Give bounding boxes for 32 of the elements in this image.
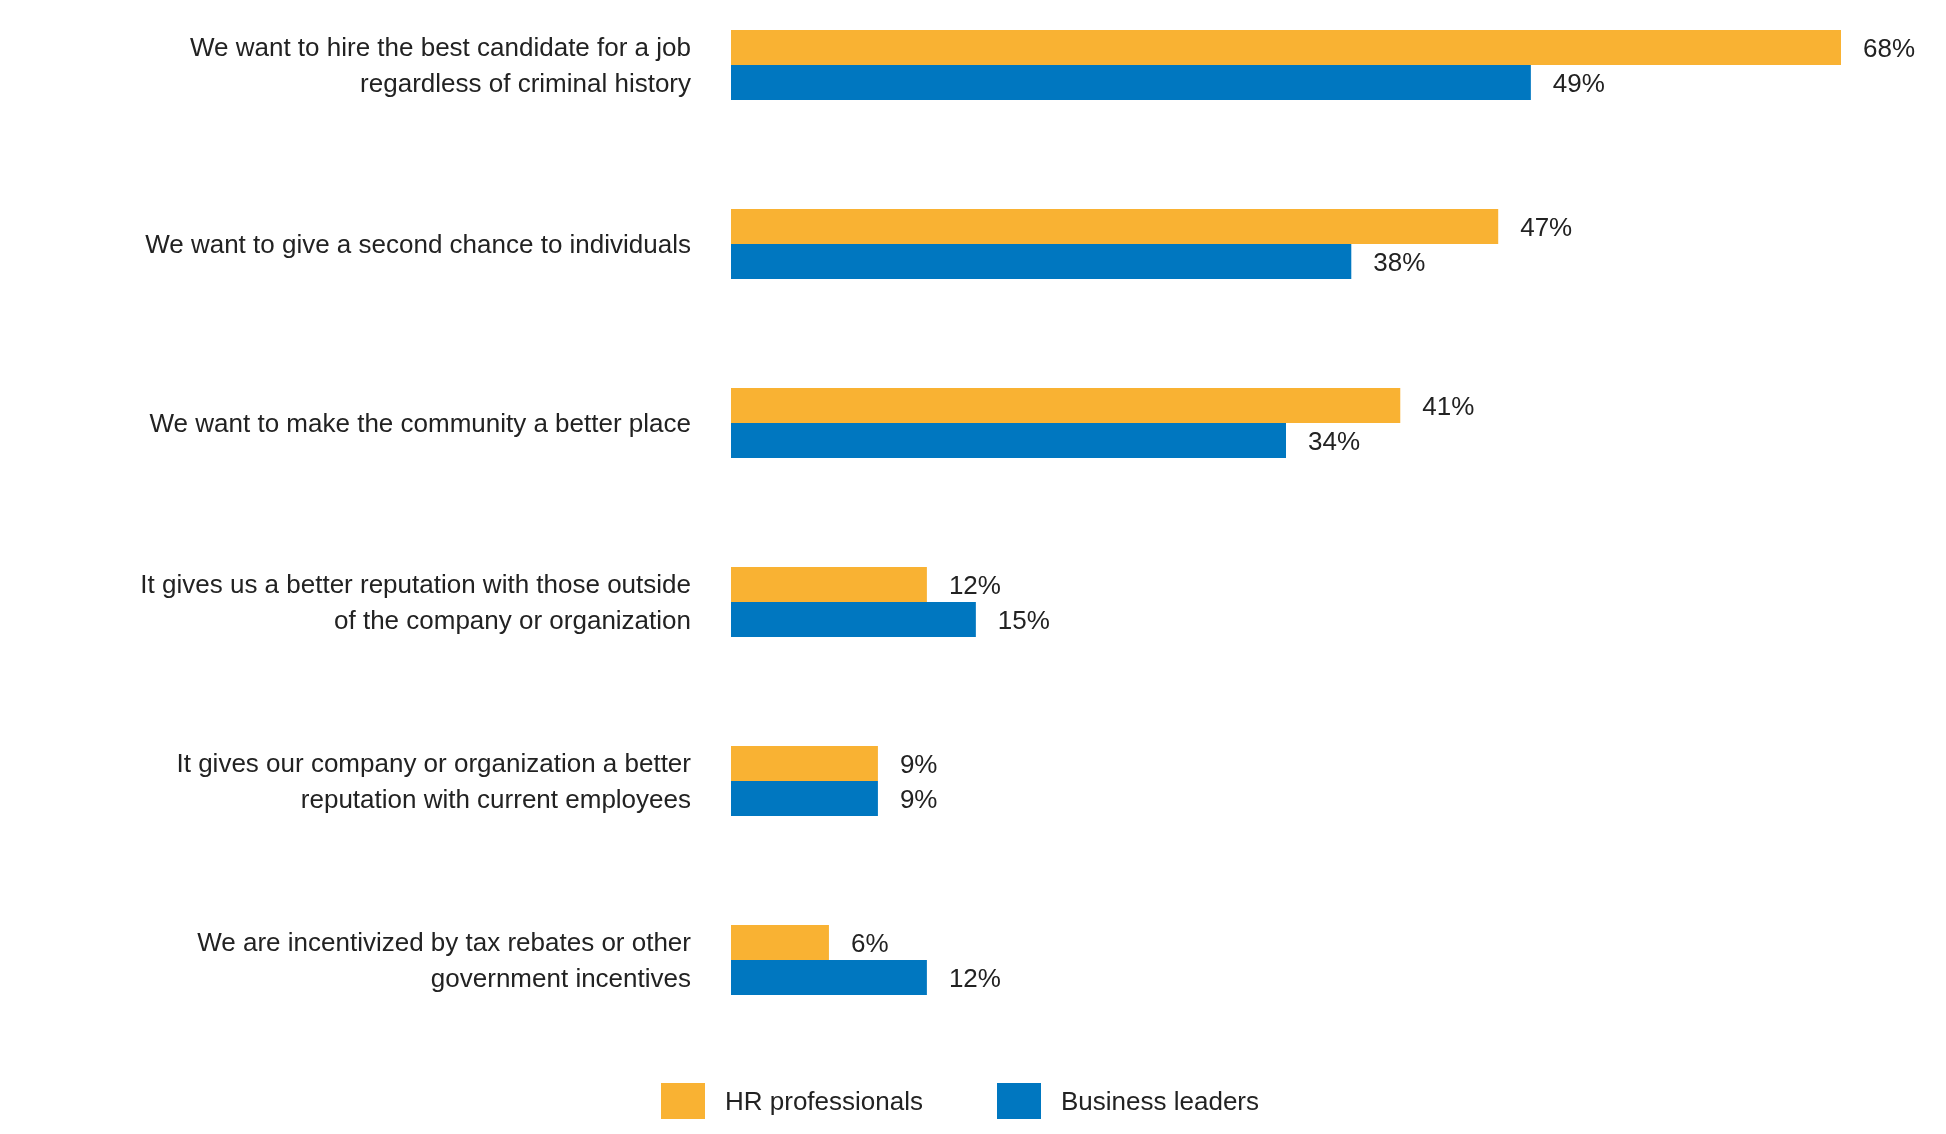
y-tick-label: We want to make the community a better place <box>149 408 691 438</box>
y-tick-label: We are incentivized by tax rebates or other government incentives <box>197 926 692 994</box>
bar <box>731 960 927 995</box>
y-tick-label: We want to give a second chance to individuals <box>145 229 691 259</box>
bar <box>731 65 1531 100</box>
bar <box>731 746 878 781</box>
y-tick-label: We want to hire the best candidate for a job regardless of criminal history <box>189 31 691 99</box>
bar <box>731 244 1352 279</box>
bar <box>731 602 976 637</box>
bar <box>731 209 1499 244</box>
data-label: 12% <box>948 962 1001 993</box>
data-label: 41% <box>1422 390 1475 421</box>
data-label: 15% <box>997 604 1050 635</box>
data-label: 6% <box>850 927 889 958</box>
y-tick-label: It gives our company or organization a better reputation with current employees <box>176 747 692 815</box>
data-label: 38% <box>1373 246 1426 277</box>
data-label: 9% <box>899 748 938 779</box>
bar <box>731 423 1286 458</box>
data-label: 68% <box>1863 32 1916 63</box>
legend-label: HR professionals <box>725 1086 923 1116</box>
data-label: 12% <box>948 569 1001 600</box>
bar <box>731 30 1841 65</box>
bar <box>731 781 878 816</box>
legend-label: Business leaders <box>1061 1086 1259 1116</box>
bar <box>731 925 829 960</box>
bar <box>731 388 1401 423</box>
y-tick-label: It gives us a better reputation with those outside of the company or organization <box>140 568 691 636</box>
data-label: 49% <box>1552 67 1605 98</box>
bar <box>731 567 927 602</box>
data-label: 9% <box>899 783 938 814</box>
data-label: 34% <box>1308 425 1361 456</box>
data-label: 47% <box>1520 211 1573 242</box>
